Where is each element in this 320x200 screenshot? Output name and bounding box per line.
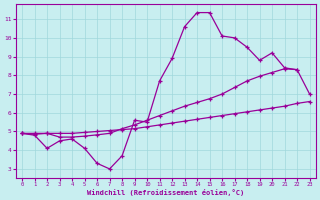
X-axis label: Windchill (Refroidissement éolien,°C): Windchill (Refroidissement éolien,°C) [87,189,244,196]
